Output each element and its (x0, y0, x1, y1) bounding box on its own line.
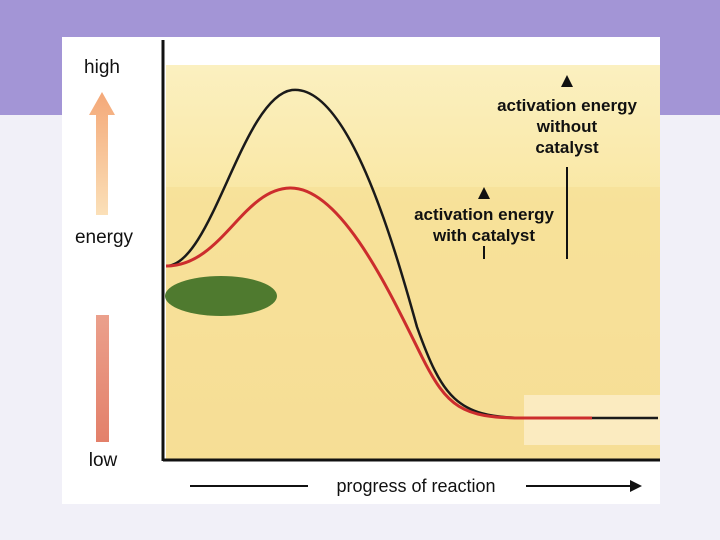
arrow-up-without-catalyst (561, 75, 573, 87)
energy-diagram-figure: high energy low activation energy withou… (62, 37, 660, 504)
catalyst-blob (165, 276, 277, 316)
annot-without-line3: catalyst (535, 138, 599, 157)
x-axis-label: progress of reaction (336, 476, 495, 496)
curve-without-catalyst (165, 88, 658, 420)
y-label-energy: energy (75, 227, 134, 248)
annot-with-line2: with catalyst (432, 226, 535, 245)
arrow-up-with-catalyst (478, 187, 490, 199)
curve-with-catalyst (165, 186, 592, 420)
y-label-high: high (84, 57, 120, 78)
high-energy-arrow (89, 92, 115, 215)
annot-with-line1: activation energy (414, 205, 554, 224)
energy-diagram-svg: high energy low activation energy withou… (75, 40, 660, 496)
annot-without-line1: activation energy (497, 96, 637, 115)
x-arrow-head (630, 480, 642, 492)
y-label-low: low (89, 450, 118, 471)
annot-without-line2: without (536, 117, 598, 136)
low-energy-bar (96, 315, 109, 442)
product-highlight (524, 395, 660, 445)
